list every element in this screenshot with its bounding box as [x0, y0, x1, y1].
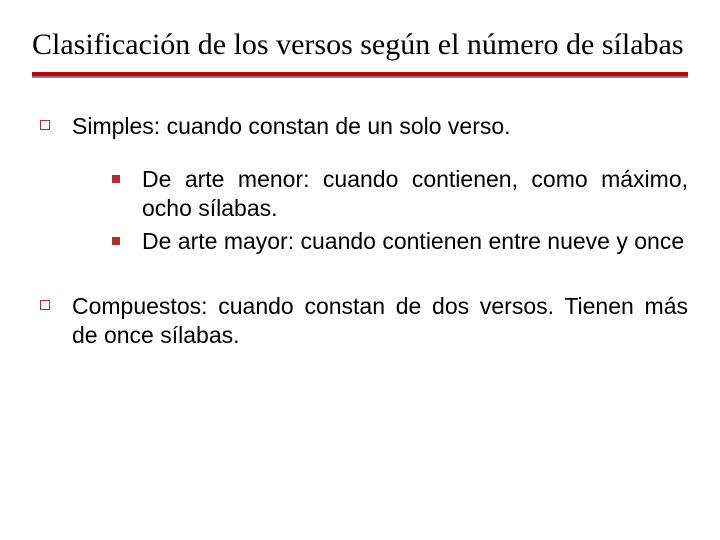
list-item: Simples: cuando constan de un solo verso… — [32, 112, 688, 141]
list-item: De arte menor: cuando contienen, como má… — [112, 165, 688, 223]
hollow-square-icon — [40, 300, 50, 310]
filled-square-icon — [112, 175, 120, 183]
list-item-label: De arte mayor: cuando contienen entre nu… — [142, 227, 688, 256]
hollow-square-icon — [40, 120, 50, 130]
content-body: Simples: cuando constan de un solo verso… — [32, 112, 688, 350]
filled-square-icon — [112, 237, 120, 245]
list-item-label: Simples: cuando constan de un solo verso… — [72, 112, 688, 141]
list-item: Compuestos: cuando constan de dos versos… — [32, 292, 688, 350]
page-title: Clasificación de los versos según el núm… — [32, 26, 688, 64]
slide: Clasificación de los versos según el núm… — [0, 0, 720, 540]
list-item: De arte mayor: cuando contienen entre nu… — [112, 227, 688, 256]
sub-list: De arte menor: cuando contienen, como má… — [112, 165, 688, 256]
rule-bar — [32, 72, 688, 76]
list-item-label: Compuestos: cuando constan de dos versos… — [72, 292, 688, 350]
rule-icon — [32, 72, 688, 78]
list-item-label: De arte menor: cuando contienen, como má… — [142, 165, 688, 223]
title-underline — [32, 72, 688, 78]
